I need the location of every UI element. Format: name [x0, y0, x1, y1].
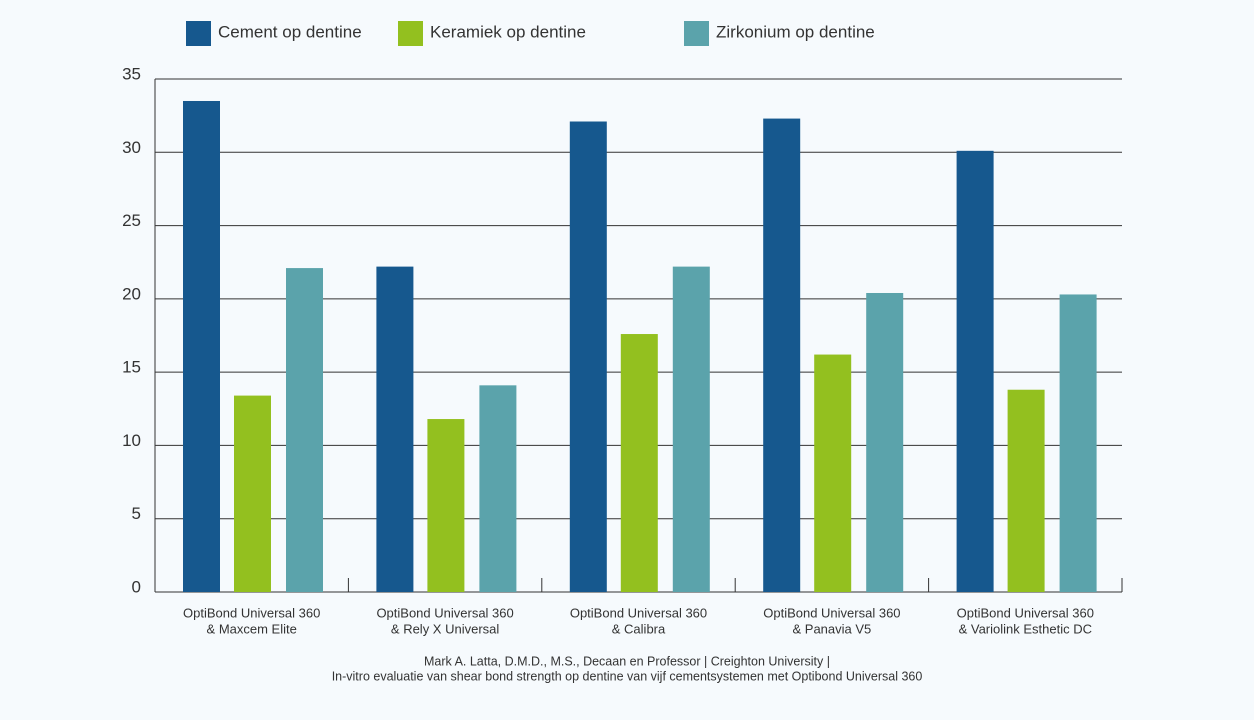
bar: [814, 354, 852, 592]
y-tick-label: 10: [122, 431, 141, 450]
source-note: Mark A. Latta, D.M.D., M.S., Decaan en P…: [424, 654, 830, 668]
bar: [286, 268, 323, 592]
x-tick-label: & Maxcem Elite: [207, 621, 297, 636]
y-tick-label: 25: [122, 211, 141, 230]
y-tick-label: 20: [122, 284, 141, 303]
legend-label: Keramiek op dentine: [430, 22, 586, 41]
bar: [763, 118, 801, 593]
bar: [956, 150, 994, 592]
bar: [866, 292, 904, 592]
legend-label: Cement op dentine: [218, 22, 362, 41]
legend-label: Zirkonium op dentine: [716, 22, 875, 41]
bar: [234, 395, 271, 592]
x-tick-label: OptiBond Universal 360: [570, 605, 707, 620]
bar: [1059, 294, 1097, 592]
x-tick-label: & Calibra: [612, 621, 666, 636]
x-tick-label: OptiBond Universal 360: [376, 605, 513, 620]
y-tick-label: 30: [122, 138, 141, 157]
x-tick-label: & Panavia V5: [793, 621, 872, 636]
bar: [479, 385, 517, 592]
bar: [569, 121, 607, 593]
x-tick-label: OptiBond Universal 360: [957, 605, 1094, 620]
legend-swatch: [398, 21, 423, 46]
bar: [1007, 389, 1045, 592]
x-tick-label: & Rely X Universal: [391, 621, 499, 636]
bar: [620, 334, 658, 592]
bar: [427, 419, 465, 592]
source-note: In-vitro evaluatie van shear bond streng…: [332, 669, 923, 683]
x-tick-label: OptiBond Universal 360: [763, 605, 900, 620]
bar: [672, 266, 710, 592]
x-tick-label: & Variolink Esthetic DC: [959, 621, 1092, 636]
x-tick-label: OptiBond Universal 360: [183, 605, 320, 620]
y-tick-label: 0: [132, 577, 141, 596]
y-tick-label: 35: [122, 64, 141, 83]
legend-swatch: [186, 21, 211, 46]
y-tick-label: 15: [122, 358, 141, 377]
y-tick-label: 5: [132, 504, 141, 523]
bar: [376, 266, 414, 592]
legend-swatch: [684, 21, 709, 46]
bar: [183, 100, 220, 592]
